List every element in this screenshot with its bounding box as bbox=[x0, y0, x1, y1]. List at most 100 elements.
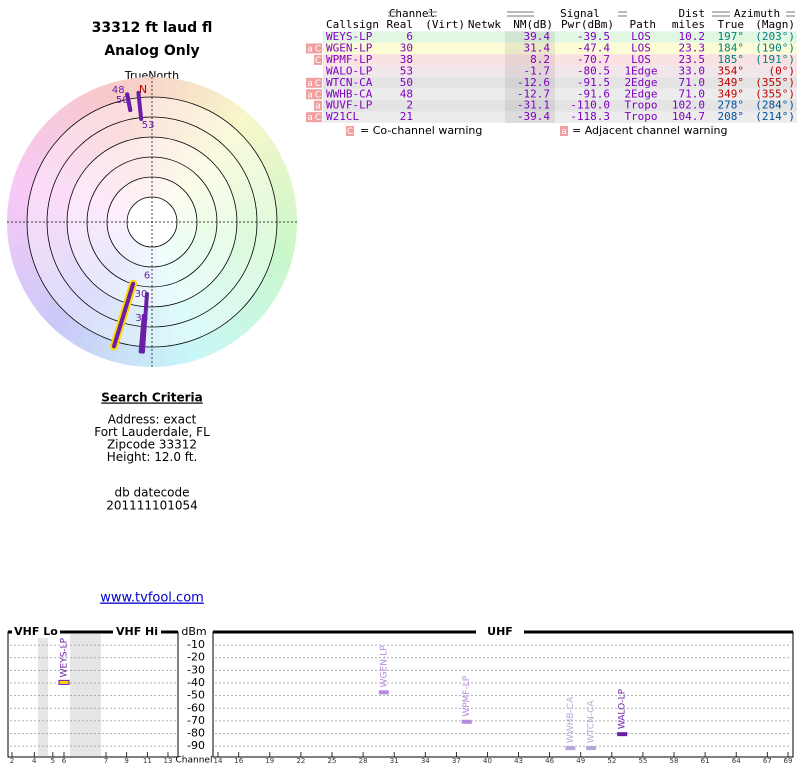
nm-column-bg bbox=[505, 65, 555, 78]
cell-path: 2Edge bbox=[624, 87, 657, 100]
section-label: VHF Hi bbox=[116, 625, 158, 638]
cell-miles: 104.7 bbox=[672, 110, 705, 123]
x-tick-label: 37 bbox=[452, 757, 461, 765]
row-bg bbox=[323, 31, 797, 43]
cell-true: 354° bbox=[718, 64, 745, 77]
radar-wedge bbox=[152, 222, 278, 307]
group-header: Dist bbox=[679, 7, 706, 20]
x-tick-label: 5 bbox=[51, 757, 55, 765]
radar-wedge bbox=[15, 159, 153, 222]
cell-pwr: -91.5 bbox=[577, 76, 610, 89]
cell-miles: 23.3 bbox=[679, 41, 706, 54]
y-tick-label: -80 bbox=[187, 727, 205, 740]
cell-nm: -12.6 bbox=[517, 76, 550, 89]
radar-wedge bbox=[11, 222, 152, 272]
site-link[interactable]: www.tvfool.com bbox=[100, 591, 204, 606]
radar-wedge bbox=[78, 222, 152, 354]
warning-legend-label: = Co-channel warning bbox=[360, 124, 482, 137]
radar-wedge bbox=[25, 222, 152, 306]
x-tick-label: 4 bbox=[32, 757, 37, 765]
group-header: Signal bbox=[560, 7, 600, 20]
search-line: Zipcode 33312 bbox=[107, 438, 197, 452]
warning-letter: C bbox=[347, 127, 353, 137]
cell-miles: 33.0 bbox=[679, 64, 706, 77]
x-tick-label: 7 bbox=[104, 757, 108, 765]
radar-wedge bbox=[58, 102, 152, 222]
cell-callsign: W21CL bbox=[326, 110, 359, 123]
radar-wedge bbox=[152, 222, 190, 365]
warning-letter: C bbox=[315, 56, 321, 66]
signal-bar bbox=[138, 313, 146, 354]
column-header: (Virt) bbox=[425, 18, 465, 31]
radar-wedge bbox=[152, 128, 272, 222]
vhf-gap bbox=[70, 634, 101, 756]
cell-nm: -12.7 bbox=[517, 87, 550, 100]
nm-column-bg bbox=[505, 111, 555, 123]
cell-nm: -31.1 bbox=[517, 99, 550, 112]
radar-wedge bbox=[152, 209, 298, 224]
radar-wedge bbox=[152, 119, 264, 222]
column-header: Pwr(dBm) bbox=[561, 18, 614, 31]
y-tick-label: -70 bbox=[187, 714, 205, 727]
section-label-bg bbox=[113, 626, 161, 638]
y-tick-label: -20 bbox=[187, 651, 205, 664]
radar-wedge bbox=[152, 110, 256, 222]
nm-column-bg bbox=[505, 31, 555, 43]
warning-icon bbox=[314, 100, 322, 111]
signal-bar bbox=[136, 90, 144, 121]
radar-wedge bbox=[40, 118, 152, 222]
warning-icon bbox=[346, 126, 354, 136]
warning-letter: a bbox=[307, 113, 313, 123]
radar-wedge bbox=[152, 184, 295, 222]
cell-path: 2Edge bbox=[624, 76, 657, 89]
column-header: NM(dB) bbox=[513, 18, 553, 31]
warning-letter: a bbox=[561, 127, 567, 137]
column-header: True bbox=[718, 18, 745, 31]
cell-magn: (190°) bbox=[755, 41, 795, 54]
signal-bar bbox=[111, 281, 136, 349]
warning-icon bbox=[314, 77, 322, 88]
vhf-gap bbox=[38, 634, 48, 756]
radar-wedge bbox=[152, 96, 237, 222]
cell-path: Tropo bbox=[624, 110, 657, 123]
radar-wedge bbox=[33, 127, 153, 222]
group-header: Azimuth bbox=[734, 7, 780, 20]
radar-wedge bbox=[89, 222, 152, 359]
nm-column-bg bbox=[505, 42, 555, 55]
column-header: (Magn) bbox=[755, 18, 795, 31]
x-tick-label: 34 bbox=[421, 757, 430, 765]
cell-real: 21 bbox=[400, 110, 413, 123]
radar-wedge bbox=[68, 95, 152, 222]
cell-callsign: WEYS-LP bbox=[326, 30, 373, 43]
cell-true: 349° bbox=[718, 76, 745, 89]
x-tick-label: 19 bbox=[265, 757, 274, 765]
y-tick-label: -60 bbox=[187, 701, 205, 714]
group-header: Channel bbox=[389, 7, 435, 20]
radar-wedge bbox=[152, 81, 203, 223]
cell-real: 6 bbox=[406, 30, 413, 43]
section-label-bg bbox=[12, 626, 60, 638]
row-bg bbox=[323, 77, 797, 89]
signal-label: 50 bbox=[116, 95, 129, 106]
radar-wedge bbox=[126, 77, 152, 223]
radar-wedge bbox=[152, 103, 247, 222]
radar-wedge bbox=[20, 222, 152, 295]
x-tick-label: 25 bbox=[328, 757, 337, 765]
station-marker bbox=[461, 719, 472, 724]
cell-path: Tropo bbox=[624, 99, 657, 112]
x-tick-label: 52 bbox=[607, 757, 616, 765]
radar-wedge bbox=[152, 138, 279, 222]
x-tick-label: 6 bbox=[62, 757, 67, 765]
radar-wedge bbox=[90, 85, 152, 222]
x-tick-label: 49 bbox=[576, 757, 585, 765]
y-tick-label: -40 bbox=[187, 676, 205, 689]
column-header: Path bbox=[630, 18, 657, 31]
station-label: WEYS-LP bbox=[59, 637, 69, 677]
station-marker bbox=[617, 732, 628, 737]
cell-magn: (214°) bbox=[755, 110, 795, 123]
warning-letter: a bbox=[307, 44, 313, 54]
station-label: WTCN-CA bbox=[587, 700, 597, 743]
cell-callsign: WALO-LP bbox=[326, 64, 373, 77]
